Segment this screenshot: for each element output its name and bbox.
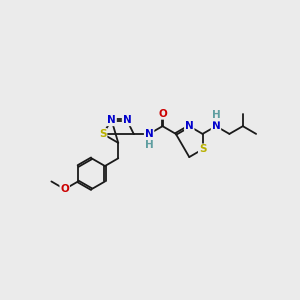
Text: N: N [185, 121, 194, 131]
Text: N: N [123, 115, 131, 125]
Text: N: N [212, 121, 220, 131]
Text: N: N [145, 129, 154, 139]
Text: S: S [99, 129, 106, 139]
Text: H: H [212, 110, 220, 120]
Text: H: H [212, 110, 220, 120]
Text: N: N [107, 115, 116, 125]
Text: O: O [60, 184, 69, 194]
Text: H: H [145, 140, 154, 150]
Text: H: H [145, 140, 154, 150]
Text: S: S [199, 144, 206, 154]
Text: O: O [158, 109, 167, 119]
